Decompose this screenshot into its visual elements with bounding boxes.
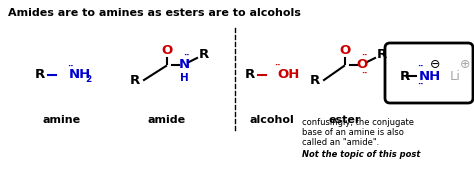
Text: ··: ·· [274,61,280,70]
Text: R: R [35,68,45,81]
Text: R: R [310,73,320,87]
Text: called an "amide".: called an "amide". [302,138,379,147]
Text: confusingly, the conjugate: confusingly, the conjugate [302,118,414,127]
Text: O: O [356,59,368,72]
Text: amine: amine [43,115,81,125]
Text: ⊖: ⊖ [430,58,440,70]
Text: R: R [377,48,387,61]
Text: Li: Li [450,70,461,82]
Text: Amides are to amines as esters are to alcohols: Amides are to amines as esters are to al… [8,8,301,18]
Text: ··: ·· [361,70,367,79]
Text: R: R [400,70,410,82]
Text: NH: NH [69,68,91,81]
Text: R: R [130,73,140,87]
Text: 2: 2 [85,76,91,84]
Text: ··: ·· [361,52,367,61]
Text: amide: amide [148,115,186,125]
FancyBboxPatch shape [385,43,473,103]
Text: O: O [161,44,173,58]
Text: N: N [178,59,190,72]
Text: OH: OH [277,68,300,81]
Text: ··: ·· [417,62,423,72]
Text: ··: ·· [183,52,189,61]
Text: alcohol: alcohol [250,115,294,125]
Text: R: R [245,68,255,81]
Text: ··: ·· [67,62,73,72]
Text: ester: ester [329,115,361,125]
Text: H: H [180,73,188,83]
Text: ⊕: ⊕ [460,58,470,70]
Text: Not the topic of this post: Not the topic of this post [302,150,420,159]
Text: ··: ·· [417,81,423,90]
Text: NH: NH [419,70,441,82]
Text: O: O [339,44,351,58]
Text: base of an amine is also: base of an amine is also [302,128,404,137]
Text: R: R [199,48,209,61]
